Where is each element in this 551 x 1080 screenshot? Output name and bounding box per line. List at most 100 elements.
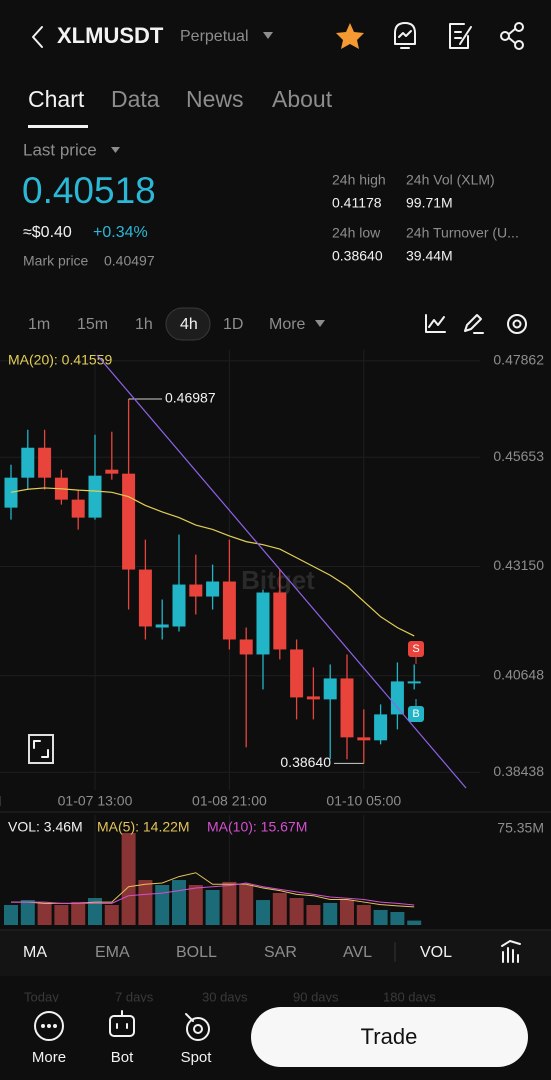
nav-label[interactable]: Spot bbox=[181, 1049, 213, 1066]
back-button[interactable] bbox=[32, 26, 43, 48]
volume-bar bbox=[138, 880, 153, 925]
alert-icon[interactable] bbox=[394, 22, 416, 49]
tab[interactable]: Data bbox=[111, 86, 160, 112]
fullscreen-button[interactable] bbox=[28, 734, 54, 764]
candle-body bbox=[357, 737, 371, 741]
settings-icon[interactable] bbox=[507, 314, 527, 334]
spot-icon[interactable] bbox=[185, 1013, 210, 1041]
stat-value: 39.44M bbox=[406, 248, 453, 264]
stat-label: 24h Vol (XLM) bbox=[406, 172, 495, 188]
indicator-tab[interactable]: EMA bbox=[95, 944, 130, 961]
indicator-tab[interactable]: MA bbox=[23, 944, 47, 961]
candle-body bbox=[4, 477, 18, 508]
candle-body bbox=[239, 639, 253, 655]
period-option: Today bbox=[24, 989, 59, 1004]
dropdown-caret bbox=[315, 320, 325, 327]
candle-body bbox=[155, 624, 169, 628]
nav-label[interactable]: More bbox=[32, 1049, 66, 1066]
favorite-star[interactable] bbox=[336, 23, 364, 49]
dropdown-caret bbox=[263, 32, 273, 39]
volume-bar bbox=[104, 904, 119, 925]
candle-body bbox=[306, 696, 320, 700]
mark-price-label: Mark price bbox=[23, 253, 89, 269]
stat-value: 0.41178 bbox=[332, 195, 382, 211]
contract-type[interactable]: Perpetual bbox=[180, 28, 249, 45]
interval-option[interactable]: More bbox=[269, 316, 306, 333]
y-tick-label: 75.35M bbox=[497, 820, 544, 836]
period-option: 180 days bbox=[383, 989, 436, 1004]
volume-bar bbox=[323, 902, 338, 925]
candle-body bbox=[374, 714, 388, 741]
indicator-tab[interactable]: BOLL bbox=[176, 944, 217, 961]
volume-ma-legend: MA(10): 15.67M bbox=[207, 819, 307, 835]
draw-icon[interactable] bbox=[464, 314, 484, 334]
trade-button[interactable] bbox=[251, 1007, 528, 1067]
volume-ma-line bbox=[11, 882, 415, 906]
ma-legend: MA(20): 0.41559 bbox=[8, 352, 112, 368]
volume-bar bbox=[121, 833, 136, 925]
volume-bar bbox=[155, 884, 170, 925]
nav-label[interactable]: Bot bbox=[111, 1049, 134, 1066]
sell-marker bbox=[408, 641, 424, 657]
volume-bar bbox=[272, 893, 287, 925]
volume-bar bbox=[188, 884, 203, 925]
volume-bar bbox=[20, 900, 35, 925]
trade-button-label: Trade bbox=[361, 1024, 418, 1049]
interval-option[interactable]: 4h bbox=[180, 316, 198, 333]
moving-average-line bbox=[10, 487, 415, 637]
last-price: 0.40518 bbox=[22, 170, 156, 211]
volume-bar bbox=[356, 904, 371, 925]
interval-option[interactable]: 15m bbox=[77, 316, 108, 333]
candle-body bbox=[71, 499, 85, 518]
low-annotation: 0.38640 bbox=[280, 754, 331, 770]
dropdown-caret bbox=[111, 147, 120, 153]
notes-icon[interactable] bbox=[449, 23, 472, 49]
y-tick-label: 0.47862 bbox=[493, 352, 544, 368]
more-icon[interactable] bbox=[34, 1011, 64, 1041]
candle-body bbox=[390, 681, 404, 715]
volume-bar bbox=[390, 912, 405, 925]
y-tick-label: 0.38438 bbox=[493, 763, 544, 779]
y-tick-label: 0.43150 bbox=[493, 557, 544, 573]
volume-bar bbox=[306, 904, 321, 925]
indicator-tab[interactable]: AVL bbox=[343, 944, 372, 961]
symbol: XLMUSDT bbox=[57, 23, 164, 48]
stat-label: 24h Turnover (U... bbox=[406, 225, 519, 241]
candle-body bbox=[172, 584, 186, 627]
volume-bar bbox=[71, 901, 86, 925]
tab[interactable]: Chart bbox=[28, 86, 85, 112]
indicator-tab[interactable]: SAR bbox=[264, 944, 297, 961]
interval-option[interactable]: 1m bbox=[28, 316, 50, 333]
volume-ma-legend: MA(5): 14.22M bbox=[97, 819, 190, 835]
interval-option[interactable]: 1h bbox=[135, 316, 153, 333]
candle-body bbox=[323, 678, 337, 700]
indicator-icon[interactable] bbox=[425, 314, 446, 333]
indicator-bar bbox=[0, 930, 551, 976]
indicator-settings-icon[interactable] bbox=[501, 940, 521, 963]
tab[interactable]: About bbox=[272, 86, 333, 112]
mark-price: 0.40497 bbox=[104, 253, 155, 269]
volume-bar bbox=[88, 897, 102, 925]
tab[interactable]: News bbox=[186, 86, 244, 112]
candle-body bbox=[222, 581, 236, 640]
bot-icon[interactable] bbox=[109, 1010, 135, 1037]
interval-option[interactable]: 1D bbox=[223, 316, 243, 333]
period-option: 90 days bbox=[293, 989, 339, 1004]
candle-body bbox=[38, 447, 52, 478]
indicator-tab[interactable]: VOL bbox=[420, 944, 452, 961]
volume-bar bbox=[373, 909, 388, 925]
volume-bar bbox=[256, 900, 270, 925]
candle-body bbox=[340, 678, 354, 738]
stat-value: 99.71M bbox=[406, 195, 453, 211]
volume-bar bbox=[37, 902, 52, 925]
period-option: 7 days bbox=[115, 989, 154, 1004]
candle-body bbox=[206, 581, 220, 597]
period-option: 30 days bbox=[202, 989, 248, 1004]
stat-value: 0.38640 bbox=[332, 248, 383, 264]
sell-marker-label: S bbox=[412, 643, 419, 655]
stat-label: 24h low bbox=[332, 225, 381, 241]
trend-line bbox=[96, 354, 467, 789]
last-price-label[interactable]: Last price bbox=[23, 140, 97, 159]
volume-bar bbox=[4, 904, 18, 925]
share-icon[interactable] bbox=[500, 22, 524, 50]
